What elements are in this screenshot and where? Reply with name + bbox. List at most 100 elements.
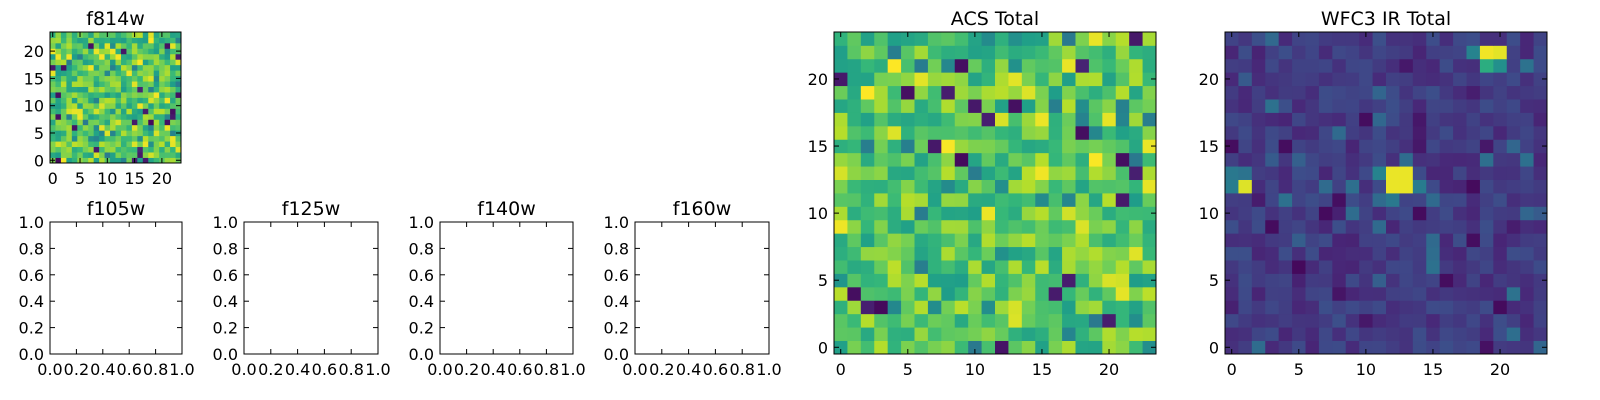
x-tick-label: 0.2 (454, 360, 479, 379)
heatmap-cell (1386, 233, 1400, 248)
heatmap-cell (1238, 246, 1253, 261)
heatmap-cell (968, 233, 982, 248)
heatmap-cell (847, 206, 862, 221)
heatmap-cell (1399, 327, 1414, 341)
heatmap-cell (1372, 125, 1387, 140)
heatmap-cell (1332, 179, 1347, 194)
heatmap-cell (874, 99, 889, 113)
heatmap-cell (927, 99, 942, 113)
heatmap-cell (1102, 85, 1117, 100)
heatmap-cell (1048, 58, 1063, 73)
heatmap-cell (927, 179, 942, 194)
y-tick-label: 15 (808, 137, 828, 156)
heatmap-cell (131, 75, 138, 82)
heatmap-cell (1399, 179, 1414, 194)
heatmap-cell (914, 139, 929, 154)
heatmap-cell (93, 113, 100, 120)
heatmap-cell (1265, 219, 1280, 234)
heatmap-cell (1332, 300, 1347, 315)
heatmap-cell (1292, 179, 1306, 194)
heatmap-cell (874, 340, 889, 355)
heatmap-cell (77, 59, 84, 66)
heatmap-cell (88, 81, 95, 87)
heatmap-cell (1102, 260, 1117, 274)
heatmap-cell (1305, 193, 1320, 207)
heatmap-cell (834, 32, 848, 46)
heatmap-cell (142, 113, 149, 120)
heatmap-cell (941, 125, 956, 140)
heatmap-cell (927, 233, 942, 248)
heatmap-cell (1412, 273, 1427, 288)
heatmap-cell (1305, 112, 1320, 127)
heatmap-cell (148, 37, 155, 44)
heatmap-cell (901, 327, 915, 341)
heatmap-cell (82, 32, 89, 38)
heatmap-cell (93, 97, 100, 104)
heatmap-cell (1075, 45, 1090, 60)
heatmap-cell (1129, 125, 1143, 140)
heatmap-cell (941, 179, 956, 194)
heatmap-cell (1359, 233, 1373, 248)
heatmap-cell (77, 75, 84, 82)
heatmap-cell (1292, 112, 1306, 127)
heatmap-cell (142, 146, 149, 153)
heatmap-cell (954, 112, 969, 127)
heatmap-cell (1399, 313, 1414, 328)
heatmap-cell (1115, 193, 1130, 207)
heatmap-cell (995, 193, 1009, 207)
heatmap-cell (131, 152, 138, 158)
heatmap-cell (1412, 233, 1427, 248)
x-tick-label: 0.4 (90, 360, 115, 379)
heatmap-cell (1453, 45, 1467, 60)
heatmap-cell (1520, 300, 1534, 315)
heatmap-cell (927, 313, 942, 328)
heatmap-cell (1238, 125, 1253, 140)
heatmap-cell (874, 166, 889, 180)
heatmap-cell (99, 113, 105, 120)
heatmap-cell (126, 59, 133, 66)
heatmap-cell (1439, 125, 1454, 140)
heatmap-cell (1265, 327, 1280, 341)
heatmap-cell (137, 157, 144, 164)
heatmap-cell (1238, 112, 1253, 127)
heatmap-cell (82, 141, 89, 148)
heatmap-cell (99, 86, 105, 93)
heatmap-cell (120, 75, 127, 82)
heatmap-cell (1386, 125, 1400, 140)
heatmap-cell (175, 146, 182, 153)
heatmap-cell (110, 119, 116, 126)
heatmap-cell (159, 75, 166, 82)
heatmap-cell (137, 70, 144, 77)
heatmap-cell (1372, 233, 1387, 248)
heatmap-cell (137, 97, 144, 104)
heatmap-cell (1115, 72, 1130, 87)
heatmap-cell (55, 108, 62, 115)
heatmap-cell (104, 113, 111, 120)
heatmap-cell (104, 124, 111, 131)
heatmap-cell (847, 179, 862, 194)
heatmap-cell (1533, 72, 1548, 87)
heatmap-cell (1372, 313, 1387, 328)
heatmap-cell (88, 124, 95, 131)
heatmap-cell (1533, 85, 1548, 100)
heatmap-cell (1412, 300, 1427, 315)
heatmap-cell (1088, 300, 1103, 315)
heatmap-cell (1439, 327, 1454, 341)
heatmap-cell (1426, 327, 1441, 341)
heatmap-cell (148, 108, 155, 115)
heatmap-cell (131, 119, 138, 126)
heatmap-cell (874, 32, 889, 46)
heatmap-cell (1533, 313, 1548, 328)
heatmap-cell (1251, 219, 1266, 234)
heatmap-cell (968, 152, 982, 167)
heatmap-cell (927, 85, 942, 100)
heatmap-cell (1426, 260, 1441, 274)
heatmap-cell (860, 45, 875, 60)
heatmap-cell (1035, 72, 1050, 87)
heatmap-cell (115, 124, 122, 131)
y-tick-label: 20 (1199, 70, 1219, 89)
heatmap-cell (887, 85, 902, 100)
heatmap-cell (55, 81, 62, 87)
heatmap-cell (1426, 32, 1441, 46)
